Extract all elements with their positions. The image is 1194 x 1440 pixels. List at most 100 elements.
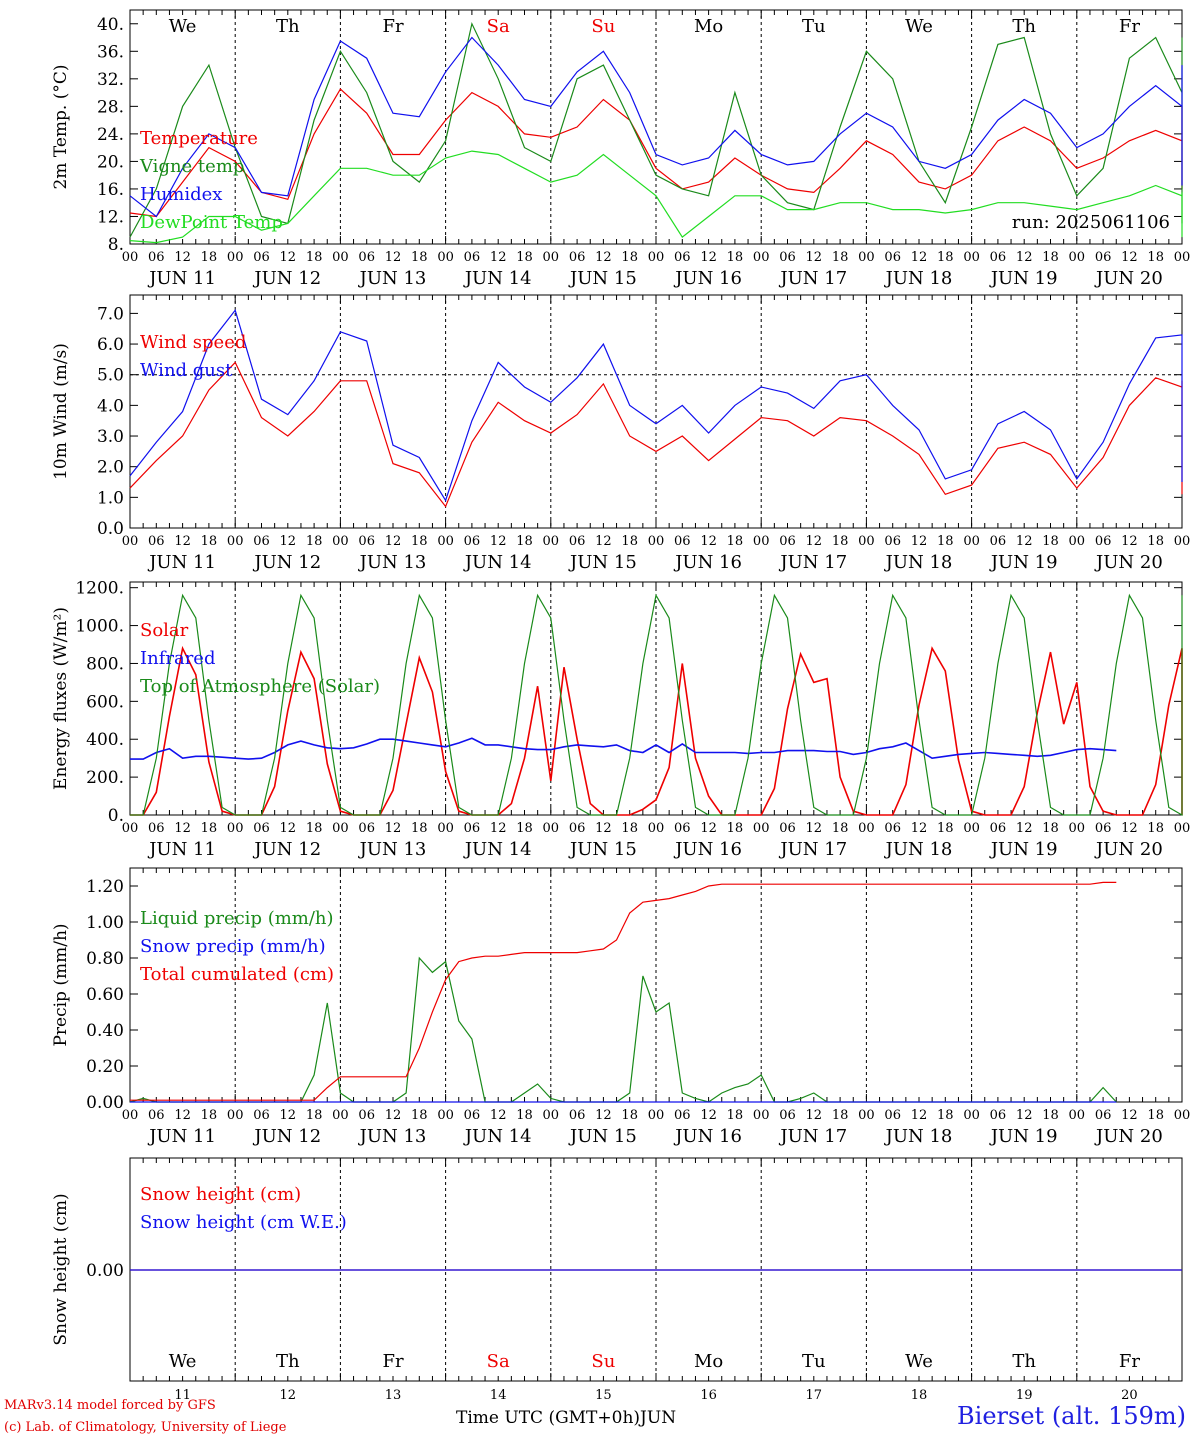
- date-label: JUN 15: [568, 552, 637, 573]
- hour-tick-label: 00: [1174, 250, 1191, 265]
- xaxis-title: Time UTC (GMT+0h)JUN: [456, 1408, 676, 1428]
- legend-entry: Vigne temp: [139, 156, 244, 177]
- legend-entry: Snow precip (mm/h): [140, 936, 326, 957]
- hour-tick-label: 12: [806, 821, 823, 836]
- hour-tick-label: 12: [490, 534, 507, 549]
- hour-tick-label: 18: [516, 1108, 533, 1123]
- series-line: [130, 881, 1117, 1101]
- hour-tick-label: 06: [1095, 534, 1112, 549]
- y-axis-label: 10m Wind (m/s): [51, 343, 71, 480]
- hour-tick-label: 06: [674, 1108, 691, 1123]
- hour-tick-label: 00: [753, 821, 770, 836]
- hour-tick-label: 18: [516, 250, 533, 265]
- hour-tick-label: 06: [358, 250, 375, 265]
- hour-tick-label: 12: [174, 1108, 191, 1123]
- hour-tick-label: 06: [148, 821, 165, 836]
- hour-tick-label: 18: [727, 1108, 744, 1123]
- hour-tick-label: 12: [700, 250, 717, 265]
- hour-tick-label: 12: [385, 1108, 402, 1123]
- hour-tick-label: 00: [543, 821, 560, 836]
- hour-tick-label: 12: [595, 1108, 612, 1123]
- hour-tick-label: 18: [937, 534, 954, 549]
- date-label: JUN 11: [147, 1126, 216, 1147]
- hour-tick-label: 06: [358, 1108, 375, 1123]
- y-tick-label: 0.00: [86, 1261, 124, 1281]
- hour-tick-label: 12: [1016, 1108, 1033, 1123]
- legend-entry: DewPoint Temp: [140, 212, 283, 233]
- hour-tick-label: 18: [832, 821, 849, 836]
- day-name: Sa: [487, 1351, 510, 1372]
- hour-tick-label: 06: [253, 534, 270, 549]
- date-label: JUN 15: [568, 1126, 637, 1147]
- hour-tick-label: 12: [490, 250, 507, 265]
- legend-entry: Liquid precip (mm/h): [140, 908, 334, 929]
- day-name: Tu: [802, 1351, 826, 1372]
- hour-tick-label: 06: [253, 821, 270, 836]
- hour-tick-label: 18: [832, 250, 849, 265]
- hour-tick-label: 00: [753, 1108, 770, 1123]
- hour-tick-label: 12: [280, 821, 297, 836]
- day-name: Th: [1012, 16, 1036, 37]
- hour-tick-label: 18: [201, 1108, 218, 1123]
- hour-tick-label: 06: [569, 534, 586, 549]
- legend-entry: Temperature: [140, 128, 258, 149]
- y-tick-label: 32.: [97, 70, 124, 90]
- day-name: Th: [276, 1351, 300, 1372]
- hour-tick-label: 00: [122, 250, 139, 265]
- model-credit: MARv3.14 model forced by GFS: [4, 1398, 216, 1413]
- date-label: JUN 19: [989, 268, 1058, 289]
- date-label: JUN 13: [358, 839, 427, 860]
- y-tick-label: 6.0: [97, 335, 124, 355]
- date-label: JUN 20: [1094, 1126, 1163, 1147]
- hour-tick-label: 12: [911, 1108, 928, 1123]
- series-line: [130, 593, 1183, 817]
- legend-entry: Snow height (cm): [140, 1184, 301, 1205]
- hour-tick-label: 00: [227, 821, 244, 836]
- date-label: JUN 20: [1094, 268, 1163, 289]
- hour-tick-label: 00: [122, 1108, 139, 1123]
- day-number: 19: [1016, 1388, 1033, 1400]
- hour-tick-label: 18: [411, 250, 428, 265]
- y-tick-label: 36.: [97, 42, 124, 62]
- y-tick-label: 40.: [97, 15, 124, 35]
- date-label: JUN 19: [989, 1126, 1058, 1147]
- station-label: Bierset (alt. 159m): [957, 1402, 1186, 1430]
- hour-tick-label: 12: [911, 250, 928, 265]
- hour-tick-label: 06: [464, 534, 481, 549]
- date-label: JUN 20: [1094, 839, 1163, 860]
- hour-tick-label: 18: [727, 821, 744, 836]
- y-tick-label: 12.: [97, 207, 124, 227]
- hour-tick-label: 00: [753, 250, 770, 265]
- y-tick-label: 3.0: [97, 427, 124, 447]
- date-label: JUN 14: [463, 1126, 532, 1147]
- hour-tick-label: 18: [621, 821, 638, 836]
- day-name: Tu: [802, 16, 826, 37]
- date-label: JUN 17: [778, 839, 847, 860]
- day-name: Sa: [487, 16, 510, 37]
- hour-tick-label: 06: [253, 250, 270, 265]
- y-tick-label: 800.: [86, 654, 124, 674]
- hour-tick-label: 18: [621, 1108, 638, 1123]
- hour-tick-label: 18: [516, 534, 533, 549]
- hour-tick-label: 12: [385, 250, 402, 265]
- day-name: Mo: [694, 16, 723, 37]
- hour-tick-label: 06: [674, 250, 691, 265]
- hour-tick-label: 06: [1095, 821, 1112, 836]
- hour-tick-label: 00: [437, 534, 454, 549]
- day-name: Mo: [694, 1351, 723, 1372]
- date-label: JUN 14: [463, 268, 532, 289]
- hour-tick-label: 12: [1121, 534, 1138, 549]
- hour-tick-label: 18: [1042, 534, 1059, 549]
- hour-tick-label: 06: [464, 821, 481, 836]
- hour-tick-label: 00: [1174, 534, 1191, 549]
- hour-tick-label: 06: [779, 1108, 796, 1123]
- hour-tick-label: 18: [727, 534, 744, 549]
- date-label: JUN 12: [252, 1126, 321, 1147]
- hour-tick-label: 00: [753, 534, 770, 549]
- y-axis-label: 2m Temp. (°C): [51, 64, 71, 189]
- y-tick-label: 0.00: [86, 1093, 124, 1113]
- hour-tick-label: 06: [990, 821, 1007, 836]
- date-label: JUN 12: [252, 552, 321, 573]
- hour-tick-label: 06: [253, 1108, 270, 1123]
- day-name: Fr: [382, 1351, 403, 1372]
